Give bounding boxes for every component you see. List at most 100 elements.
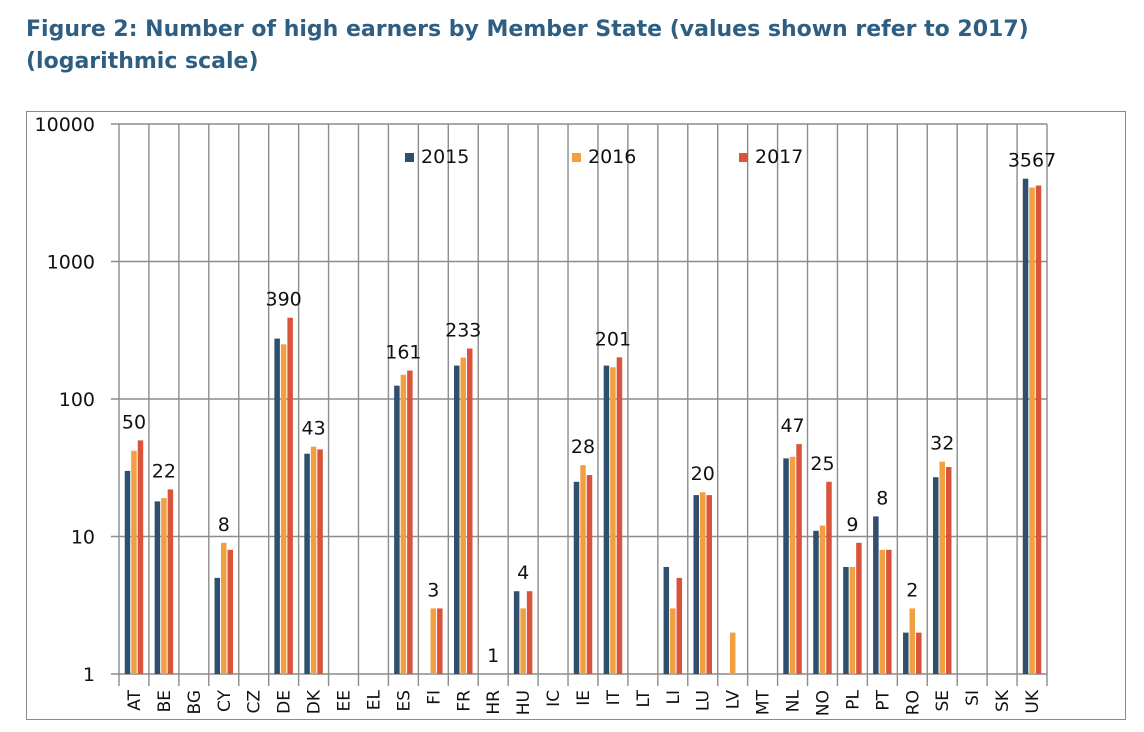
legend-label-2016: 2016 — [588, 146, 636, 168]
legend-label-2017: 2017 — [755, 146, 803, 168]
bar-2017-AT — [137, 440, 144, 674]
bar-2016-LU — [699, 492, 706, 674]
data-label-FR: 233 — [445, 319, 481, 341]
bar-2016-IE — [580, 465, 586, 674]
x-tick-label-NO: NO — [813, 690, 833, 716]
data-label-DK: 43 — [301, 418, 325, 440]
bar-2015-IE — [573, 481, 580, 674]
bar-2016-RO — [909, 608, 916, 674]
data-label-PT: 8 — [876, 487, 888, 509]
x-tick-label-SE: SE — [933, 690, 953, 712]
data-label-LU: 20 — [691, 463, 715, 485]
bar-2017-NO — [826, 481, 832, 674]
gridlines — [111, 123, 1048, 686]
data-label-HR: 1 — [487, 645, 499, 667]
bar-2016-FR — [460, 357, 467, 674]
y-tick-label: 100 — [59, 389, 95, 411]
x-tick-label-LU: LU — [694, 690, 714, 711]
chart-frame: 1 10 100 1000 10000 50 22 8 390 43 161 3 233 1 4 28 201… — [26, 111, 1126, 720]
x-tick-label-FI: FI — [424, 690, 444, 705]
bar-2015-BE — [154, 501, 161, 674]
data-label-CY: 8 — [218, 514, 230, 536]
x-tick-label-BG: BG — [185, 690, 205, 715]
data-label-IE: 28 — [571, 436, 595, 458]
data-label-NO: 25 — [810, 453, 834, 475]
x-tick-label-PL: PL — [843, 689, 863, 709]
y-tick-label: 10 — [71, 527, 95, 549]
bar-2017-FR — [467, 348, 473, 674]
bar-2016-IT — [610, 367, 616, 674]
bar-2017-UK — [1035, 185, 1042, 674]
x-tick-label-LV: LV — [724, 690, 744, 710]
bar-2017-NL — [796, 444, 802, 674]
bar-2015-IT — [603, 365, 610, 674]
x-tick-label-FR: FR — [454, 690, 474, 712]
x-tick-label-MT: MT — [754, 689, 774, 715]
bar-2017-LI — [676, 577, 683, 674]
data-label-PL: 9 — [846, 514, 858, 536]
bar-2017-LU — [706, 495, 712, 674]
bar-2017-BE — [167, 489, 174, 674]
x-tick-label-IT: IT — [604, 689, 624, 705]
bar-2017-SE — [945, 467, 952, 674]
bar-2017-IE — [586, 475, 593, 674]
data-label-NL: 47 — [780, 415, 804, 437]
x-tick-label-HU: HU — [514, 690, 534, 715]
bar-2015-FR — [454, 365, 460, 674]
bar-2016-UK — [1029, 187, 1035, 674]
bar-2015-NO — [813, 530, 819, 674]
legend-swatch-2015 — [405, 153, 414, 162]
legend-swatch-2017 — [739, 153, 748, 162]
y-tick-label: 1000 — [47, 252, 95, 274]
y-tick-label: 1 — [83, 664, 95, 686]
bar-2016-BE — [161, 498, 167, 674]
bar-2015-DE — [274, 338, 280, 674]
x-tick-label-ES: ES — [394, 690, 414, 712]
x-tick-label-EL: EL — [364, 689, 384, 710]
bar-2017-PL — [856, 542, 862, 674]
data-label-DE: 390 — [266, 289, 302, 311]
bar-2015-AT — [124, 470, 131, 674]
bar-2016-ES — [400, 374, 407, 674]
bar-2015-LU — [693, 495, 699, 674]
bar-2015-PT — [873, 516, 879, 674]
bar-2017-RO — [916, 632, 922, 674]
bar-2015-CY — [214, 577, 221, 674]
bars — [124, 178, 1042, 675]
bar-2015-SE — [932, 477, 939, 674]
x-axis-tick-labels: AT BE BG CY CZ DE DK EE EL ES FI FR HR HU IC IE IT LT LI LU… — [125, 689, 1043, 716]
bar-2016-LV — [729, 632, 736, 674]
bar-2015-RO — [903, 632, 909, 674]
bar-2017-IT — [616, 357, 623, 674]
bar-2016-PL — [849, 567, 856, 674]
bar-2016-DE — [280, 344, 287, 674]
bar-2017-FI — [437, 608, 443, 674]
x-tick-label-RO: RO — [903, 690, 923, 715]
bar-2015-NL — [783, 458, 789, 674]
data-label-HU: 4 — [517, 562, 529, 584]
x-tick-label-EE: EE — [335, 690, 355, 711]
bar-2015-PL — [843, 567, 849, 674]
x-tick-label-IE: IE — [574, 690, 594, 706]
bar-2015-UK — [1022, 178, 1029, 675]
data-label-IT: 201 — [595, 328, 631, 350]
bar-2016-AT — [131, 450, 137, 674]
bar-2016-NO — [819, 525, 826, 674]
bar-2017-HU — [526, 591, 533, 674]
bar-2016-NL — [789, 456, 796, 674]
x-tick-label-BE: BE — [155, 690, 175, 712]
bar-2017-DE — [287, 317, 293, 674]
figure-title: Figure 2: Number of high earners by Memb… — [26, 17, 1029, 74]
bar-2015-DK — [304, 453, 310, 674]
bar-2016-FI — [430, 608, 437, 674]
x-tick-label-SI: SI — [963, 690, 983, 706]
legend-label-2015: 2015 — [421, 146, 469, 168]
data-label-UK: 3567 — [1008, 150, 1056, 172]
bar-2017-ES — [407, 370, 413, 674]
bar-2016-CY — [221, 542, 227, 674]
data-label-AT: 50 — [122, 411, 146, 433]
x-tick-label-DE: DE — [275, 690, 295, 714]
bar-2017-DK — [317, 449, 323, 674]
